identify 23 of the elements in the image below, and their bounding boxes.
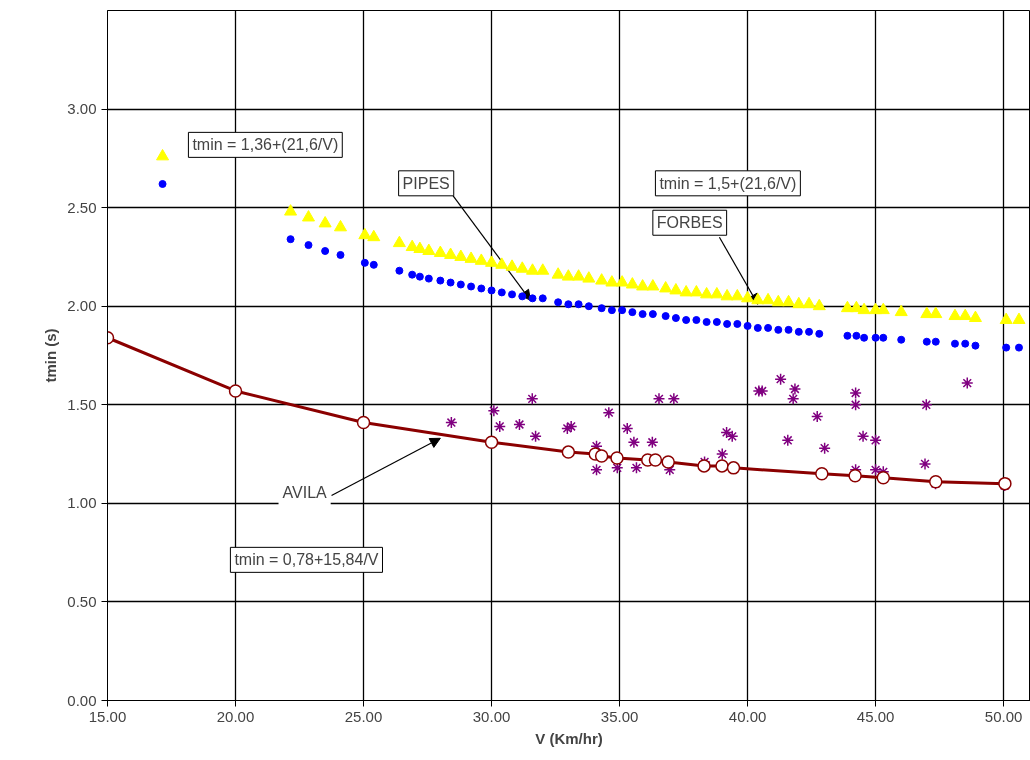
x-tick-label: 50.00 (984, 707, 1023, 725)
y-tick-label: 0.00 (67, 691, 97, 709)
annotation: FORBES (656, 214, 723, 232)
annotation: PIPES (402, 174, 450, 192)
x-tick-label: 35.00 (600, 707, 639, 725)
x-tick-label: 25.00 (344, 707, 383, 725)
y-tick-label: 2.50 (67, 198, 97, 216)
y-tick-label: 1.50 (67, 395, 97, 413)
x-tick-label: 30.00 (472, 707, 511, 725)
annotation: tmin = 1,36+(21,6/V) (192, 136, 339, 154)
x-tick-label: 40.00 (728, 707, 767, 725)
x-tick-label: 20.00 (216, 707, 255, 725)
y-tick-label: 1.00 (67, 494, 97, 512)
x-tick-label: 15.00 (88, 707, 127, 725)
y-tick-label: 0.50 (67, 592, 97, 610)
x-axis-title: V (Km/hr) (535, 729, 603, 747)
x-tick-label: 45.00 (856, 707, 895, 725)
y-axis-title: tmin (s) (42, 328, 60, 383)
y-tick-label: 3.00 (67, 100, 97, 118)
y-tick-label: 2.00 (67, 297, 97, 315)
annotation: tmin = 0,78+15,84/V (234, 551, 379, 569)
annotation: tmin = 1,5+(21,6/V) (659, 174, 797, 192)
annotation: AVILA (282, 484, 328, 502)
